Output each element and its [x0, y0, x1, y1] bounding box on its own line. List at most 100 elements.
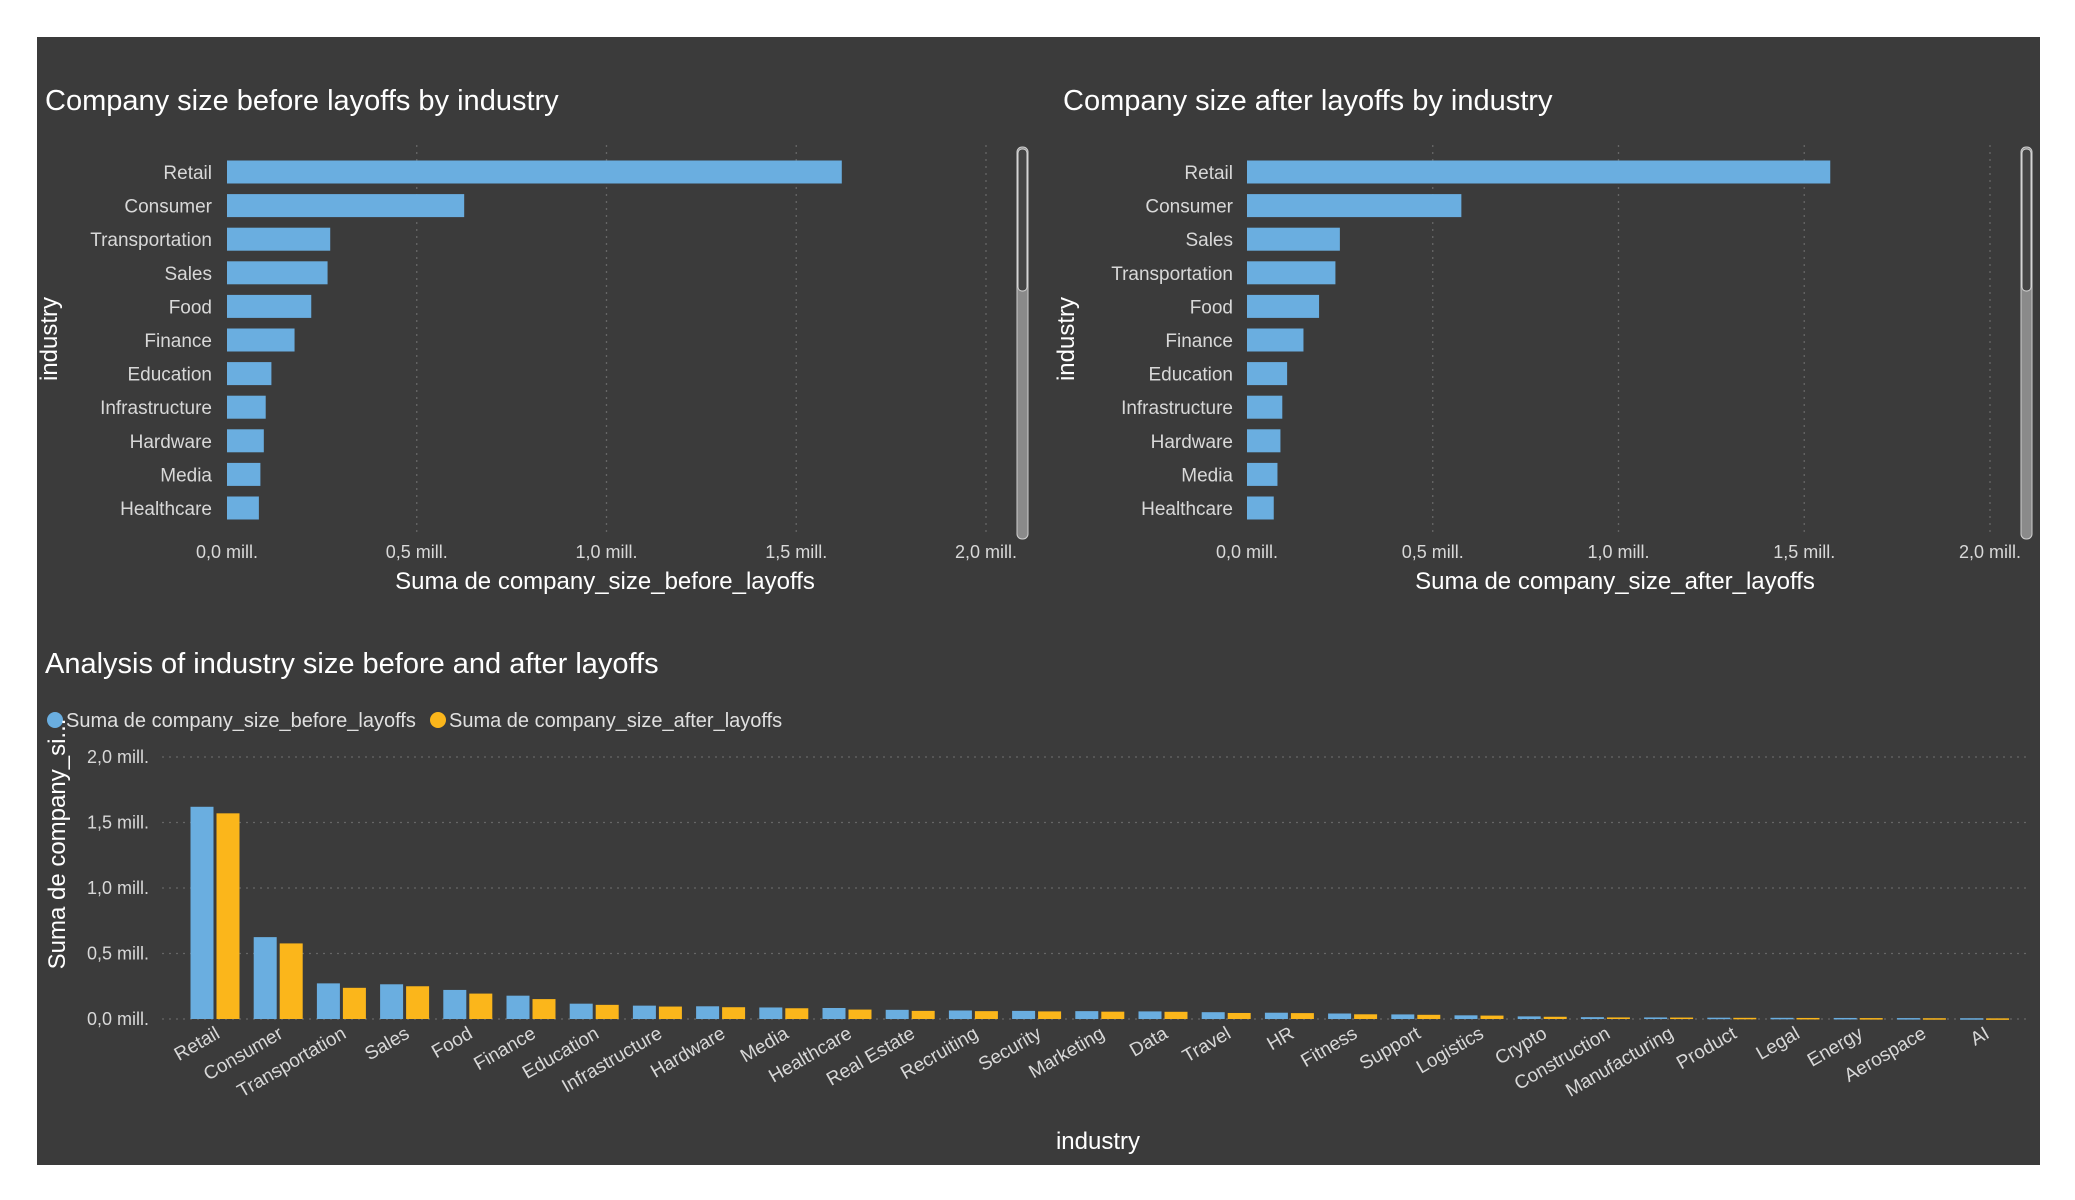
chart-before-layoffs[interactable]: Company size before layoffs by industry …: [36, 85, 1029, 595]
bar-before: [632, 1005, 656, 1019]
bar-after: [342, 987, 366, 1019]
bar-before: [1770, 1017, 1794, 1020]
x-category-label: HR: [1264, 1023, 1298, 1055]
y-tick-label: 0,5 mill.: [87, 944, 149, 964]
bar-before: [1580, 1017, 1604, 1019]
bar: [1247, 328, 1304, 352]
bar-after: [1733, 1017, 1757, 1020]
x-category-label: Food: [428, 1023, 476, 1063]
bar-before: [1833, 1017, 1857, 1020]
bar-before: [506, 995, 530, 1019]
y-category-label: Education: [1148, 365, 1233, 386]
x-category-label: Support: [1356, 1023, 1425, 1075]
bar-after: [1101, 1011, 1125, 1019]
y-tick-label: 2,0 mill.: [87, 747, 149, 767]
bar-before: [948, 1010, 972, 1019]
x-tick-label: 1,0 mill.: [575, 542, 637, 562]
chart-before-after-comparison[interactable]: Analysis of industry size before and aft…: [44, 648, 2027, 1155]
dashboard-canvas: Company size before layoffs by industry …: [36, 37, 2040, 1165]
bar-after: [532, 999, 556, 1019]
bar: [1247, 194, 1462, 218]
y-category-label: Consumer: [124, 197, 212, 218]
bar: [227, 261, 328, 285]
bar-after: [722, 1007, 746, 1019]
bar-after: [216, 813, 240, 1019]
legend-label-before[interactable]: Suma de company_size_before_layoffs: [66, 710, 416, 732]
y-axis-title: industry: [36, 297, 63, 381]
x-category-label: Manufacturing: [1562, 1023, 1677, 1101]
y-category-label: Food: [169, 297, 212, 318]
x-tick-label: 0,5 mill.: [1402, 542, 1464, 562]
y-category-label: Hardware: [130, 432, 212, 453]
bar: [1247, 496, 1274, 520]
bar-before: [443, 989, 467, 1019]
x-tick-label: 0,5 mill.: [386, 542, 448, 562]
y-category-label: Sales: [1185, 230, 1233, 251]
x-tick-label: 1,5 mill.: [765, 542, 827, 562]
bar: [227, 160, 842, 184]
bar-before: [569, 1003, 593, 1019]
chart-title: Analysis of industry size before and aft…: [45, 648, 659, 680]
chart-title: Company size after layoffs by industry: [1063, 85, 1553, 117]
legend-label-after[interactable]: Suma de company_size_after_layoffs: [449, 710, 782, 732]
bar: [1247, 362, 1288, 386]
x-axis-title: Suma de company_size_after_layoffs: [1415, 568, 1815, 595]
bar-after: [1227, 1012, 1251, 1019]
bar-before: [696, 1006, 720, 1019]
bar-after: [1417, 1014, 1441, 1019]
bar-after: [1670, 1017, 1694, 1020]
bar: [227, 395, 266, 419]
x-category-label: AI: [1967, 1023, 1993, 1050]
x-category-label: Sales: [361, 1023, 413, 1065]
x-tick-label: 2,0 mill.: [955, 542, 1017, 562]
bar-after: [1480, 1015, 1504, 1019]
dashboard-svg: Company size before layoffs by industry …: [36, 85, 2033, 1155]
bar: [227, 429, 264, 453]
bar-after: [1986, 1018, 2010, 1020]
bar-before: [1454, 1015, 1478, 1019]
bar-before: [1012, 1010, 1036, 1019]
x-tick-label: 2,0 mill.: [1959, 542, 2021, 562]
y-tick-label: 0,0 mill.: [87, 1009, 149, 1029]
bar: [1247, 462, 1278, 486]
x-axis-title: industry: [1056, 1128, 1140, 1155]
y-category-label: Retail: [163, 163, 212, 184]
bar-before: [1517, 1016, 1541, 1019]
bar-before: [1075, 1011, 1099, 1019]
legend[interactable]: Suma de company_size_before_layoffs Suma…: [47, 710, 782, 732]
bar-before: [1707, 1017, 1731, 1020]
y-tick-label: 1,5 mill.: [87, 813, 149, 833]
y-category-label: Healthcare: [1141, 499, 1233, 520]
bar: [227, 194, 465, 218]
scrollbar-thumb[interactable]: [1017, 148, 1028, 292]
bar-after: [974, 1011, 998, 1019]
bar-before: [822, 1007, 846, 1019]
bar-after: [469, 993, 493, 1019]
y-category-label: Consumer: [1145, 197, 1233, 218]
bar-before: [1138, 1011, 1162, 1019]
x-category-label: Logistics: [1413, 1023, 1488, 1078]
bar-before: [253, 937, 277, 1019]
bar-after: [1606, 1017, 1630, 1019]
y-category-label: Finance: [144, 331, 212, 352]
bar-after: [279, 943, 303, 1019]
legend-dot-after: [430, 712, 446, 728]
bar-before: [190, 806, 214, 1019]
scrollbar-thumb[interactable]: [2021, 148, 2032, 292]
x-category-label: Legal: [1753, 1023, 1804, 1064]
y-category-label: Infrastructure: [1121, 398, 1233, 419]
bar-after: [1164, 1011, 1188, 1019]
chart-after-layoffs[interactable]: Company size after layoffs by industry i…: [1053, 85, 2033, 595]
bar-after: [1922, 1018, 1946, 1020]
y-category-label: Sales: [164, 264, 212, 285]
bar-after: [658, 1006, 682, 1019]
bar-before: [1264, 1012, 1288, 1019]
bar: [227, 227, 331, 251]
bar: [1247, 261, 1336, 285]
bar-after: [1038, 1011, 1062, 1019]
bar-after: [1290, 1013, 1314, 1019]
y-category-label: Media: [160, 465, 212, 486]
legend-dot-before: [47, 712, 63, 728]
y-category-label: Hardware: [1151, 432, 1233, 453]
bar: [227, 294, 312, 318]
